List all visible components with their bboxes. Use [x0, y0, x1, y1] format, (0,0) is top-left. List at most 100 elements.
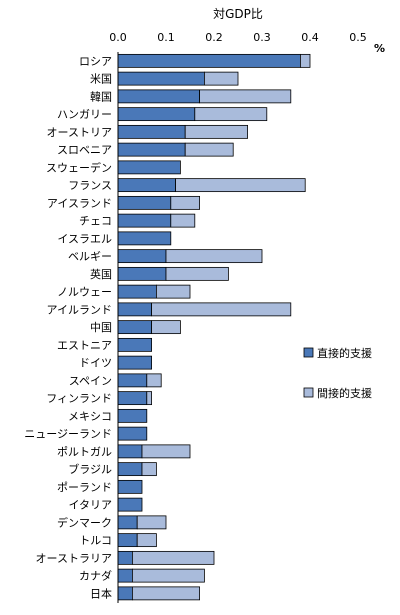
bar-direct-support [117, 89, 200, 104]
bar-direct-support [117, 231, 172, 246]
bar-direct-support [117, 178, 176, 193]
bar-indirect-support [151, 320, 181, 335]
bar-indirect-support [170, 195, 201, 210]
unit-label: % [374, 42, 385, 55]
bar-direct-support [117, 142, 186, 157]
bar-direct-support [117, 160, 181, 175]
category-label: ニュージーランド [24, 428, 112, 441]
category-label: フランス [68, 179, 112, 192]
bar-direct-support [117, 213, 172, 228]
bar-indirect-support [141, 462, 157, 477]
x-tick-label: 0.0 [109, 31, 127, 44]
bar-indirect-support [136, 533, 157, 548]
bar-indirect-support [131, 550, 215, 565]
bar-direct-support [117, 462, 143, 477]
bar-indirect-support [155, 284, 191, 299]
category-label: ドイツ [79, 357, 112, 370]
x-tick-label: 0.3 [253, 31, 271, 44]
bar-indirect-support [194, 107, 268, 122]
bar-direct-support [117, 550, 133, 565]
bar-indirect-support [199, 89, 292, 104]
bar-direct-support [117, 497, 143, 512]
category-label: スウェーデン [46, 160, 112, 174]
category-label: オーストリア [47, 126, 112, 139]
bar-indirect-support [146, 373, 162, 388]
bar-direct-support [117, 249, 167, 264]
category-label: スペイン [69, 374, 112, 387]
category-label: 中国 [90, 321, 112, 334]
category-label: チェコ [79, 215, 112, 228]
category-label: アイスランド [47, 197, 112, 210]
category-label: ポーランド [57, 481, 112, 494]
bar-direct-support [117, 444, 143, 459]
category-label: トルコ [79, 534, 112, 547]
bar-direct-support [117, 586, 133, 601]
bar-direct-support [117, 266, 167, 281]
bar-indirect-support [151, 302, 292, 317]
category-label: スロベニア [57, 144, 112, 157]
category-label: メキシコ [68, 410, 112, 423]
category-label: オーストラリア [36, 552, 112, 565]
x-tick-label: 0.5 [349, 31, 367, 44]
x-tick-label: 0.1 [157, 31, 175, 44]
bar-direct-support [117, 568, 133, 583]
bar-direct-support [117, 124, 186, 139]
bar-direct-support [117, 320, 152, 335]
bar-indirect-support [131, 568, 205, 583]
x-axis-ticks: 0.0 0.1 0.2 0.3 0.4 0.5 [109, 31, 367, 44]
category-label: フィンランド [46, 392, 112, 405]
category-label: ブラジル [68, 462, 112, 476]
bar-direct-support [117, 515, 138, 530]
x-tick-label: 0.2 [205, 31, 223, 44]
bar-direct-support [117, 355, 152, 370]
bar-direct-support [117, 533, 138, 548]
bar-direct-support [117, 391, 148, 406]
bar-indirect-support [175, 178, 306, 193]
bar-indirect-support [165, 249, 263, 264]
category-label: ポルトガル [57, 445, 112, 458]
plot-area [117, 53, 311, 601]
legend-swatch [303, 387, 314, 398]
category-label: デンマーク [57, 515, 112, 529]
bar-direct-support [117, 195, 172, 210]
legend-label: 直接的支援 [317, 346, 372, 360]
chart-title: 対GDP比 [213, 7, 263, 21]
category-label: ノルウェー [57, 286, 112, 299]
category-label: 英国 [90, 267, 112, 281]
category-label: ベルギー [68, 250, 112, 263]
legend-swatch [303, 347, 314, 358]
category-label: ハンガリー [57, 108, 112, 121]
bar-indirect-support [184, 124, 248, 139]
category-label: 韓国 [90, 90, 112, 103]
category-label: イタリア [68, 499, 112, 512]
category-labels: ロシア米国韓国ハンガリーオーストリアスロベニアスウェーデンフランスアイスランドチ… [24, 55, 112, 601]
bar-indirect-support [131, 586, 200, 601]
category-label: 米国 [90, 73, 112, 86]
bar-indirect-support [299, 53, 311, 68]
bar-direct-support [117, 479, 143, 494]
category-label: 日本 [90, 586, 112, 600]
bar-direct-support [117, 71, 205, 86]
category-label: イスラエル [57, 232, 112, 245]
bar-indirect-support [184, 142, 234, 157]
legend-label: 間接的支援 [317, 386, 372, 400]
bar-direct-support [117, 426, 148, 441]
category-label: アイルランド [47, 303, 112, 316]
bar-direct-support [117, 53, 301, 68]
bar-indirect-support [170, 213, 196, 228]
category-label: カナダ [79, 569, 112, 583]
bar-indirect-support [165, 266, 229, 281]
x-tick-label: 0.4 [301, 31, 319, 44]
bar-direct-support [117, 373, 148, 388]
category-label: エストニア [57, 339, 112, 352]
bar-direct-support [117, 107, 196, 122]
bar-direct-support [117, 408, 148, 423]
bar-direct-support [117, 302, 152, 317]
bar-direct-support [117, 284, 157, 299]
category-label: ロシア [79, 55, 112, 68]
bar-indirect-support [203, 71, 239, 86]
bar-direct-support [117, 337, 152, 352]
bar-indirect-support [146, 391, 153, 406]
